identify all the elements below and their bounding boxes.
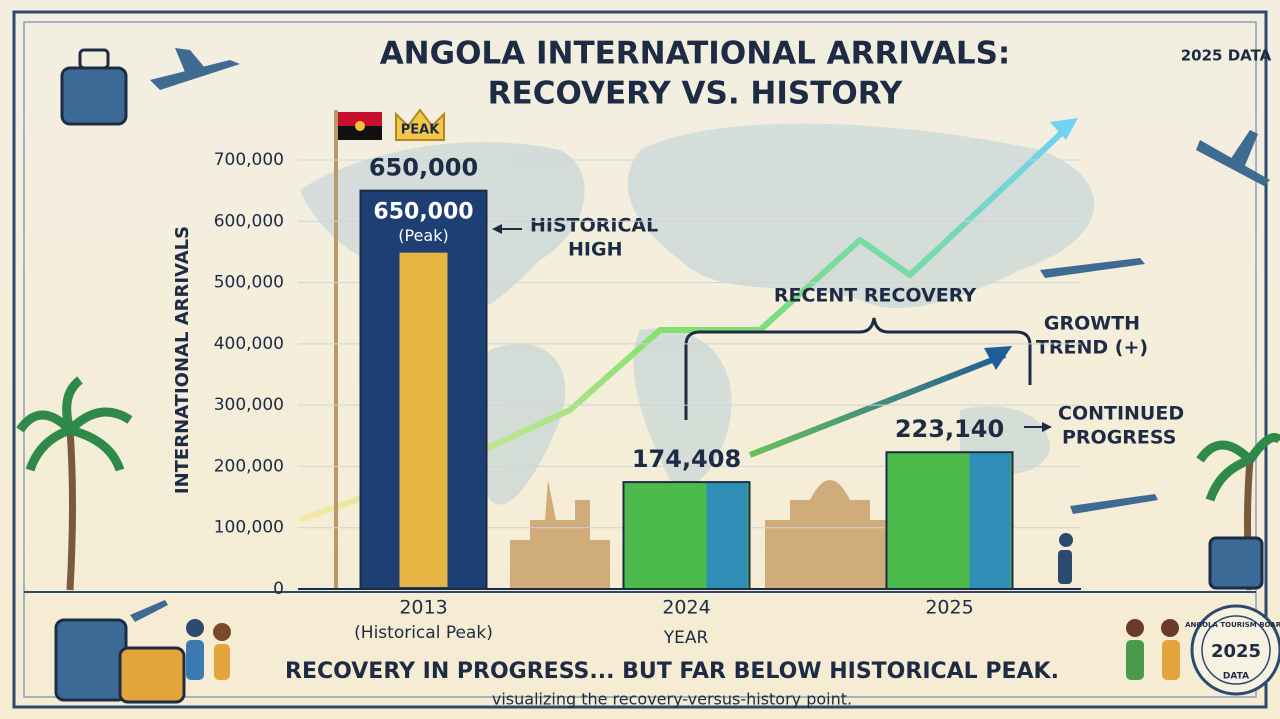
x-tick-label: 2024: [662, 597, 710, 619]
crown: [395, 108, 445, 141]
y-tick-label: 100,000: [214, 518, 284, 538]
subtitle: visualizing the recovery-versus-history …: [492, 690, 852, 709]
annotation: RECENT RECOVERY: [774, 285, 976, 307]
y-tick-label: 200,000: [214, 456, 284, 476]
annotation-arrow: [492, 224, 502, 234]
chart-title: RECOVERY VS. HISTORY: [488, 76, 903, 112]
y-axis-title: INTERNATIONAL ARRIVALS: [172, 226, 193, 494]
value-label: 650,000: [369, 154, 478, 182]
annotation: HISTORICAL: [530, 215, 658, 237]
annotation: CONTINUED: [1058, 403, 1184, 425]
value-label: 223,140: [895, 415, 1004, 443]
bar-inner-note: (Peak): [398, 226, 448, 245]
bar-inner: [399, 252, 448, 587]
frame: [12, 10, 1268, 709]
plane: [130, 48, 1270, 622]
y-tick-label: 600,000: [214, 211, 284, 231]
chart-title: ANGOLA INTERNATIONAL ARRIVALS:: [380, 36, 1011, 72]
y-tick-label: 700,000: [214, 150, 284, 170]
y-tick-label: 300,000: [214, 395, 284, 415]
annotation-arrow: [1042, 422, 1052, 432]
annotation: TREND (+): [1036, 337, 1148, 359]
badge: [1190, 604, 1280, 696]
annotation: PROGRESS: [1062, 427, 1176, 449]
y-tick-label: 400,000: [214, 334, 284, 354]
x-tick-label: 2025: [925, 597, 973, 619]
bracket: [684, 317, 1032, 420]
flag-emblem: [355, 121, 365, 131]
bar-inner-label: 650,000: [373, 200, 473, 225]
y-tick-label: 0: [273, 579, 284, 599]
x-axis-title: YEAR: [663, 628, 709, 648]
annotation: GROWTH: [1044, 313, 1140, 335]
landmarks: [510, 480, 890, 588]
growth-arrowhead: [984, 346, 1012, 370]
frame-inner: [23, 21, 1257, 698]
x-tick-note: (Historical Peak): [354, 623, 493, 643]
trend-arrowhead: [1050, 118, 1078, 140]
badge-text: 2025: [1211, 641, 1261, 662]
flag: [338, 112, 382, 126]
bar-accent: [969, 453, 1011, 588]
palm-left: [16, 376, 133, 591]
y-tick-label: 500,000: [214, 273, 284, 293]
x-tick-label: 2013: [399, 597, 447, 619]
annotation: HIGH: [568, 239, 622, 261]
badge-ring: [1201, 615, 1271, 685]
corner-label: 2025 DATA: [1181, 47, 1272, 65]
peak-badge: PEAK: [401, 123, 440, 138]
headline: RECOVERY IN PROGRESS... BUT FAR BELOW HI…: [285, 659, 1059, 684]
people: [186, 533, 1180, 680]
flag: [338, 126, 382, 140]
luggage: [54, 48, 1264, 704]
badge-text: DATA: [1223, 672, 1249, 682]
badge-text: ANGOLA TOURISM BOARD: [1185, 621, 1280, 629]
bar-accent: [706, 483, 748, 588]
value-label: 174,408: [632, 445, 741, 473]
